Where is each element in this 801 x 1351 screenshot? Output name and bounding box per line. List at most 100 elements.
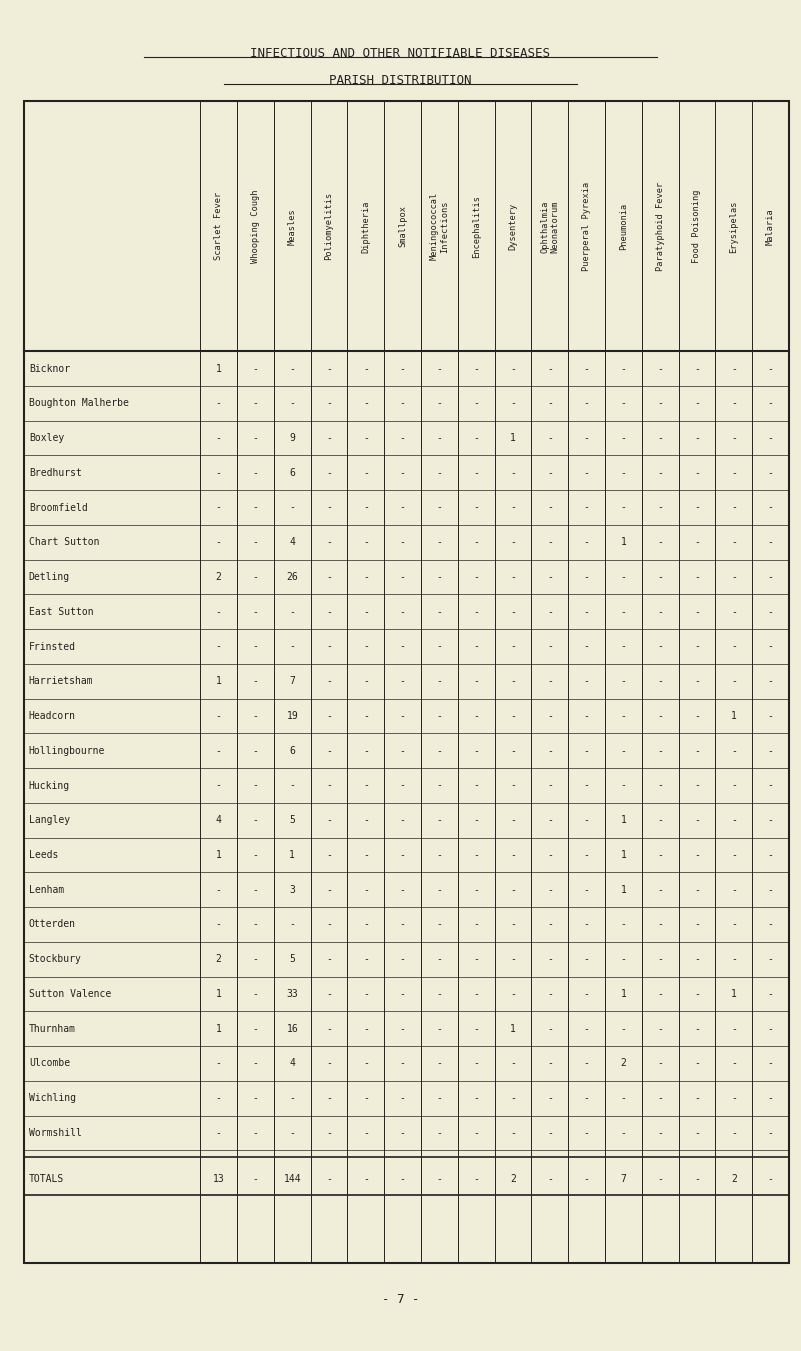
Text: -: - [326, 642, 332, 651]
Text: 4: 4 [289, 538, 296, 547]
Text: -: - [658, 781, 663, 790]
Text: -: - [731, 571, 737, 582]
Text: 13: 13 [213, 1174, 224, 1183]
Text: -: - [547, 677, 553, 686]
Text: -: - [510, 363, 516, 374]
Text: -: - [767, 1024, 774, 1034]
Text: -: - [326, 467, 332, 478]
Text: Smallpox: Smallpox [398, 205, 407, 247]
Text: -: - [252, 1128, 259, 1138]
Text: -: - [694, 503, 700, 512]
Text: -: - [510, 399, 516, 408]
Text: -: - [510, 1093, 516, 1104]
Text: -: - [252, 399, 259, 408]
Text: 2: 2 [510, 1174, 516, 1183]
Text: -: - [584, 503, 590, 512]
Text: 2: 2 [215, 571, 222, 582]
Text: -: - [473, 711, 479, 721]
Text: -: - [437, 920, 442, 929]
Text: -: - [694, 1024, 700, 1034]
Text: -: - [658, 1024, 663, 1034]
Text: -: - [694, 467, 700, 478]
Text: -: - [473, 503, 479, 512]
Text: -: - [621, 1128, 626, 1138]
Text: -: - [363, 989, 368, 998]
Text: -: - [694, 954, 700, 965]
Text: 1: 1 [215, 363, 222, 374]
Text: -: - [547, 434, 553, 443]
Text: -: - [547, 1128, 553, 1138]
Text: -: - [400, 1174, 405, 1183]
Text: -: - [767, 954, 774, 965]
Text: -: - [252, 815, 259, 825]
Text: 7: 7 [621, 1174, 626, 1183]
Text: Scarlet Fever: Scarlet Fever [214, 192, 223, 261]
Text: -: - [289, 920, 296, 929]
Text: -: - [621, 399, 626, 408]
Text: -: - [437, 850, 442, 861]
Text: -: - [473, 885, 479, 894]
Text: -: - [767, 538, 774, 547]
Text: PARISH DISTRIBUTION: PARISH DISTRIBUTION [329, 74, 472, 88]
Text: -: - [400, 607, 405, 617]
Text: -: - [584, 885, 590, 894]
Text: -: - [584, 954, 590, 965]
Text: -: - [731, 538, 737, 547]
Text: Bredhurst: Bredhurst [29, 467, 82, 478]
Text: -: - [437, 571, 442, 582]
Text: -: - [473, 746, 479, 755]
Text: -: - [400, 571, 405, 582]
Text: 5: 5 [289, 954, 296, 965]
Text: -: - [326, 538, 332, 547]
Text: -: - [289, 399, 296, 408]
Text: -: - [252, 746, 259, 755]
Text: -: - [584, 781, 590, 790]
Text: -: - [400, 781, 405, 790]
Text: -: - [731, 434, 737, 443]
Text: Ophthalmia
Neonatorum: Ophthalmia Neonatorum [540, 200, 560, 253]
Text: Diphtheria: Diphtheria [361, 200, 370, 253]
Text: 1: 1 [621, 989, 626, 998]
Text: -: - [363, 1058, 368, 1069]
Text: Chart Sutton: Chart Sutton [29, 538, 99, 547]
Text: -: - [658, 399, 663, 408]
Text: -: - [584, 1128, 590, 1138]
Text: -: - [510, 815, 516, 825]
Text: 6: 6 [289, 467, 296, 478]
Text: -: - [400, 363, 405, 374]
Text: -: - [215, 746, 222, 755]
Text: -: - [437, 989, 442, 998]
Text: -: - [252, 711, 259, 721]
Text: -: - [658, 815, 663, 825]
Text: -: - [767, 989, 774, 998]
Text: -: - [621, 363, 626, 374]
Text: -: - [767, 1174, 774, 1183]
Text: -: - [767, 1128, 774, 1138]
Text: -: - [621, 607, 626, 617]
Text: 16: 16 [287, 1024, 298, 1034]
Text: -: - [473, 1128, 479, 1138]
Text: -: - [767, 363, 774, 374]
Text: -: - [584, 642, 590, 651]
Text: -: - [767, 885, 774, 894]
Text: -: - [547, 781, 553, 790]
Text: -: - [694, 746, 700, 755]
Text: -: - [252, 920, 259, 929]
Text: Boughton Malherbe: Boughton Malherbe [29, 399, 129, 408]
Text: -: - [731, 885, 737, 894]
Text: -: - [510, 503, 516, 512]
Text: -: - [510, 677, 516, 686]
Text: -: - [473, 434, 479, 443]
Text: -: - [473, 607, 479, 617]
Text: -: - [658, 607, 663, 617]
Text: -: - [289, 363, 296, 374]
Text: -: - [363, 1093, 368, 1104]
Text: -: - [363, 399, 368, 408]
Text: -: - [621, 746, 626, 755]
Text: -: - [252, 467, 259, 478]
Text: 1: 1 [731, 711, 737, 721]
Text: Sutton Valence: Sutton Valence [29, 989, 111, 998]
Text: Erysipelas: Erysipelas [729, 200, 739, 253]
Text: 1: 1 [621, 850, 626, 861]
Text: -: - [694, 607, 700, 617]
